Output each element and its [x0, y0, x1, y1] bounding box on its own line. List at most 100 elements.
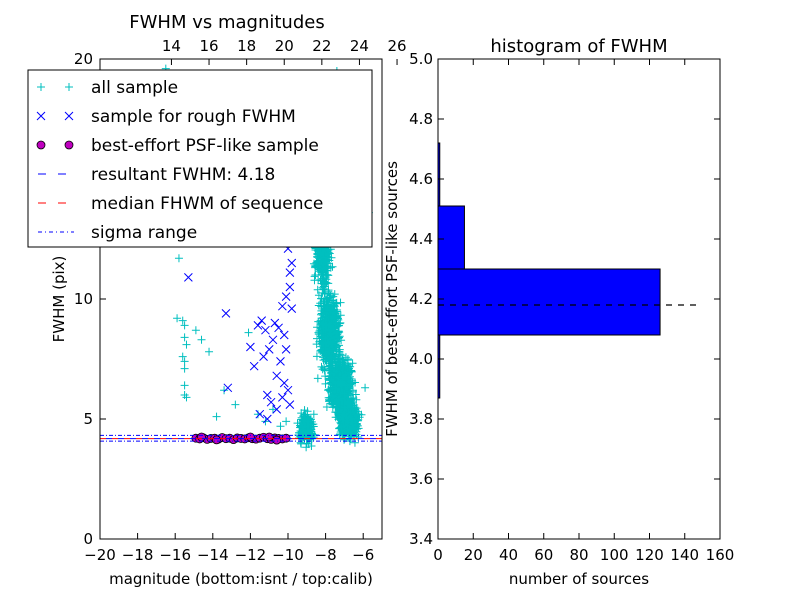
all-sample-point — [338, 422, 347, 431]
legend-entry: sigma range — [38, 223, 197, 243]
all-sample-point — [344, 400, 353, 409]
histogram-y-tick-label: 3.6 — [409, 470, 433, 488]
all-sample-point — [357, 410, 366, 419]
scatter-y-tick-label: 20 — [74, 50, 93, 68]
all-sample-point — [318, 283, 327, 292]
all-sample-point — [205, 347, 214, 356]
histogram-panel: 0 20 40 60 80 100 120 140 160 3.4 3.6 3.8 4.0 4.2 4.4… — [383, 36, 734, 588]
all-sample-point — [341, 381, 350, 390]
all-sample-point — [329, 306, 338, 315]
scatter-y-tick-label: 5 — [83, 410, 93, 428]
all-sample-point — [346, 399, 355, 408]
histogram-x-tick-label: 100 — [600, 546, 629, 564]
all-sample-point — [314, 301, 323, 310]
all-sample-point — [336, 298, 345, 307]
legend-label: best-effort PSF-like sample — [91, 136, 319, 156]
histogram-y-tick-label: 4.0 — [409, 350, 433, 368]
all-sample-point — [312, 352, 321, 361]
all-sample-point — [349, 414, 358, 423]
all-sample-point — [325, 365, 334, 374]
rough-sample-point — [285, 400, 295, 409]
scatter-panel: −20−18−16−14−12−10−8−6 05101520 14161820… — [27, 12, 407, 588]
scatter-top-tick-label: 22 — [312, 37, 331, 55]
rough-sample-point — [272, 405, 282, 414]
all-sample-point — [322, 326, 331, 335]
histogram-y-tick-label: 4.8 — [409, 110, 433, 128]
rough-sample-point — [262, 390, 272, 400]
all-sample-point — [340, 403, 349, 412]
histogram-x-tick-label: 40 — [499, 546, 518, 564]
all-sample-point — [320, 355, 329, 364]
rough-sample-point — [274, 323, 283, 333]
rough-sample-point — [221, 309, 231, 318]
all-sample-point — [180, 321, 189, 330]
scatter-top-tick-label: 14 — [162, 37, 181, 55]
all-sample-point — [173, 314, 182, 323]
all-sample-point — [343, 356, 352, 365]
all-sample-point — [336, 318, 345, 327]
all-sample-point — [325, 347, 334, 356]
histogram-y-tick-label: 4.6 — [409, 170, 433, 188]
all-sample-point — [327, 392, 336, 401]
scatter-top-tick-label: 26 — [387, 37, 406, 55]
rough-sample-point — [184, 273, 193, 282]
rough-sample-point — [279, 330, 289, 340]
scatter-x-label: magnitude (bottom:isnt / top:calib) — [109, 570, 373, 588]
all-sample-point — [317, 294, 326, 303]
all-sample-point — [348, 418, 357, 427]
all-sample-point — [332, 313, 341, 322]
all-sample-point — [335, 360, 344, 369]
legend-box — [27, 69, 373, 248]
all-sample-point — [331, 320, 340, 329]
psf-sample-point — [212, 435, 221, 445]
all-sample-point — [331, 384, 340, 393]
rough-sample-point — [285, 268, 295, 277]
histogram-y-ticks: 3.4 3.6 3.8 4.0 4.2 4.4 4.6 4.8 5.0 — [409, 50, 720, 548]
histogram-y-tick-label: 4.4 — [409, 230, 433, 248]
all-sample-point — [328, 262, 337, 271]
all-sample-point — [299, 425, 308, 434]
rough-sample-point — [283, 385, 293, 395]
rough-sample-point — [268, 335, 278, 345]
rough-sample-point — [257, 316, 267, 325]
all-sample-point — [212, 412, 221, 421]
psf-sample-point — [197, 432, 206, 442]
all-sample-point — [178, 352, 187, 361]
histogram-y-label: FWHM of best-effort PSF-like sources — [383, 161, 401, 437]
rough-sample-point — [264, 345, 274, 354]
legend-cross-icon — [64, 111, 74, 121]
legend-entry: median FHWM of sequence — [38, 194, 323, 214]
all-sample-point — [317, 271, 326, 280]
scatter-title: FWHM vs magnitudes — [129, 12, 324, 33]
all-sample-point — [307, 441, 316, 450]
all-sample-point — [333, 314, 342, 323]
all-sample-point — [326, 387, 335, 396]
rough-sample-point — [281, 345, 291, 354]
all-sample-point — [306, 425, 315, 434]
histogram-x-tick-label: 120 — [635, 546, 664, 564]
all-sample-point — [338, 366, 347, 375]
legend-entry: best-effort PSF-like sample — [36, 136, 319, 156]
all-sample-point — [322, 320, 331, 329]
psf-sample-point — [264, 432, 274, 442]
all-sample-point — [334, 374, 343, 383]
all-sample-point — [344, 432, 353, 441]
all-sample-point — [321, 256, 330, 265]
all-sample-point — [346, 422, 355, 431]
all-sample-point — [253, 410, 262, 419]
all-sample-point — [310, 272, 319, 281]
histogram-y-tick-label: 3.4 — [409, 530, 433, 548]
all-sample-point — [340, 429, 349, 438]
all-sample-point — [182, 340, 191, 349]
histogram-x-tick-label: 20 — [464, 546, 483, 564]
scatter-y-tick-label: 10 — [74, 290, 93, 308]
all-sample-point — [336, 350, 345, 359]
legend-plus-icon — [37, 83, 45, 91]
all-sample-point — [178, 316, 187, 325]
all-sample-point — [320, 302, 329, 311]
histogram-y-tick-label: 3.8 — [409, 410, 433, 428]
rough-sample-point — [272, 371, 282, 381]
legend-label: resultant FWHM: 4.18 — [91, 165, 275, 185]
all-sample-point — [325, 393, 334, 402]
